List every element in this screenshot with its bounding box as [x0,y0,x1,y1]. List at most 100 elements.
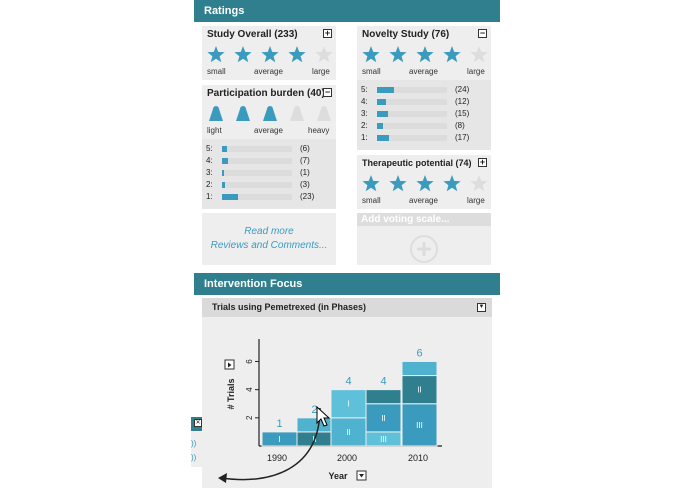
scale-label-mid: average [409,196,438,205]
histogram-track [222,170,292,176]
mouse-cursor-icon [316,406,331,427]
burden-histogram: 5: (6) 4: (7) 3: (1) 2: (3) 1: (23) [202,139,336,209]
chevron-right-icon [228,362,232,368]
star-icon[interactable] [288,46,306,63]
star-icon[interactable] [207,46,225,63]
collapse-toggle-icon[interactable]: − [478,28,487,38]
histogram-row: 3: (1) [206,168,332,178]
phase-label: II [381,414,385,423]
bar-total-label: 1 [276,418,282,430]
histogram-row: 4: (7) [206,156,332,166]
star-icon[interactable] [362,46,380,63]
histogram-row: 5: (6) [206,144,332,154]
weight-icon[interactable] [263,106,277,121]
histogram-row: 1: (17) [361,133,487,143]
weight-icon[interactable] [209,106,223,121]
chart-panel-title: Trials using Pemetrexed (in Phases) ▼ [202,298,492,317]
expand-toggle-icon[interactable]: + [323,28,332,38]
participation-burden-weights[interactable] [206,105,336,123]
star-icon[interactable] [234,46,252,63]
star-icon[interactable] [389,46,407,63]
study-overall-stars[interactable] [206,46,336,64]
bar-segment[interactable] [330,417,367,447]
chevron-down-icon [359,474,364,478]
x-tick-label: 1990 [267,453,287,463]
scale-label-high: large [467,196,485,205]
bar-segment[interactable] [401,360,438,377]
histogram-track [377,99,447,105]
histogram-bar [222,170,224,176]
scale-label-mid: average [254,67,283,76]
study-overall-title: Study Overall (233) + [207,28,332,40]
histogram-row: 2: (8) [361,121,487,131]
star-icon[interactable] [416,46,434,63]
histogram-bar [222,146,227,152]
histogram-row: 4: (12) [361,97,487,107]
x-axis-title: Year [328,471,348,481]
read-more-link[interactable]: Read more [244,226,294,237]
scale-label-high: large [312,67,330,76]
therapeutic-potential-card: Therapeutic potential (74) + small avera… [357,155,491,209]
weight-icon[interactable] [317,106,331,121]
histogram-count: (6) [300,144,310,153]
phase-label: II [417,386,421,395]
bar-total-label: 4 [380,376,386,388]
add-circle-icon[interactable] [409,234,439,264]
histogram-level: 2: [361,121,368,130]
histogram-bar [222,194,239,200]
phase-label: I [347,400,349,409]
histogram-track [222,194,292,200]
star-icon[interactable] [261,46,279,63]
study-overall-card: Study Overall (233) + small average larg… [202,26,336,80]
histogram-bar [377,99,386,105]
bar-segment[interactable] [401,375,438,405]
read-more-card[interactable]: Read more Reviews and Comments... [202,213,336,265]
histogram-level: 5: [206,144,213,153]
collapse-toggle-icon[interactable]: − [323,87,332,97]
histogram-bar [377,111,388,117]
close-icon[interactable]: ✕ [194,419,202,427]
scale-label-mid: average [409,67,438,76]
participation-burden-card: Participation burden (40) − light averag… [202,85,336,209]
phase-label: II [346,428,350,437]
trials-chart-panel: Trials using Pemetrexed (in Phases) ▼ 2 4… [202,298,492,488]
histogram-row: 1: (23) [206,192,332,202]
bar-segment[interactable] [365,389,402,405]
histogram-count: (12) [455,97,470,106]
star-icon[interactable] [362,175,380,192]
x-tick-label: 2000 [337,453,357,463]
star-icon[interactable] [389,175,407,192]
star-icon[interactable] [443,46,461,63]
add-voting-scale-card[interactable]: Add voting scale... [357,213,491,265]
histogram-count: (24) [455,85,470,94]
histogram-level: 2: [206,180,213,189]
histogram-track [222,158,292,164]
scale-label-high: heavy [308,126,330,135]
weight-icon[interactable] [236,106,250,121]
weight-icon[interactable] [290,106,304,121]
star-icon[interactable] [416,175,434,192]
histogram-track [222,182,292,188]
star-icon[interactable] [315,46,333,63]
expand-toggle-icon[interactable]: + [478,157,487,167]
bar-segment[interactable] [401,403,438,447]
therapeutic-potential-stars[interactable] [361,175,491,193]
histogram-count: (23) [300,192,315,201]
y-tick-label: 6 [245,359,254,364]
therapeutic-potential-title: Therapeutic potential (74) + [362,157,487,168]
histogram-track [377,87,447,93]
histogram-count: (1) [300,168,310,177]
chart-dropdown-icon[interactable]: ▼ [477,303,486,312]
x-tick-label: 2010 [408,453,428,463]
star-icon[interactable] [443,175,461,192]
phase-label: III [380,435,387,444]
novelty-study-stars[interactable] [361,46,491,64]
intervention-focus-header: Intervention Focus [194,273,500,295]
scale-label-low: light [207,126,222,135]
histogram-level: 5: [361,85,368,94]
star-icon[interactable] [470,175,488,192]
reviews-comments-link[interactable]: Reviews and Comments... [210,240,328,251]
partial-text-2: )) [191,453,197,462]
histogram-track [222,146,292,152]
star-icon[interactable] [470,46,488,63]
